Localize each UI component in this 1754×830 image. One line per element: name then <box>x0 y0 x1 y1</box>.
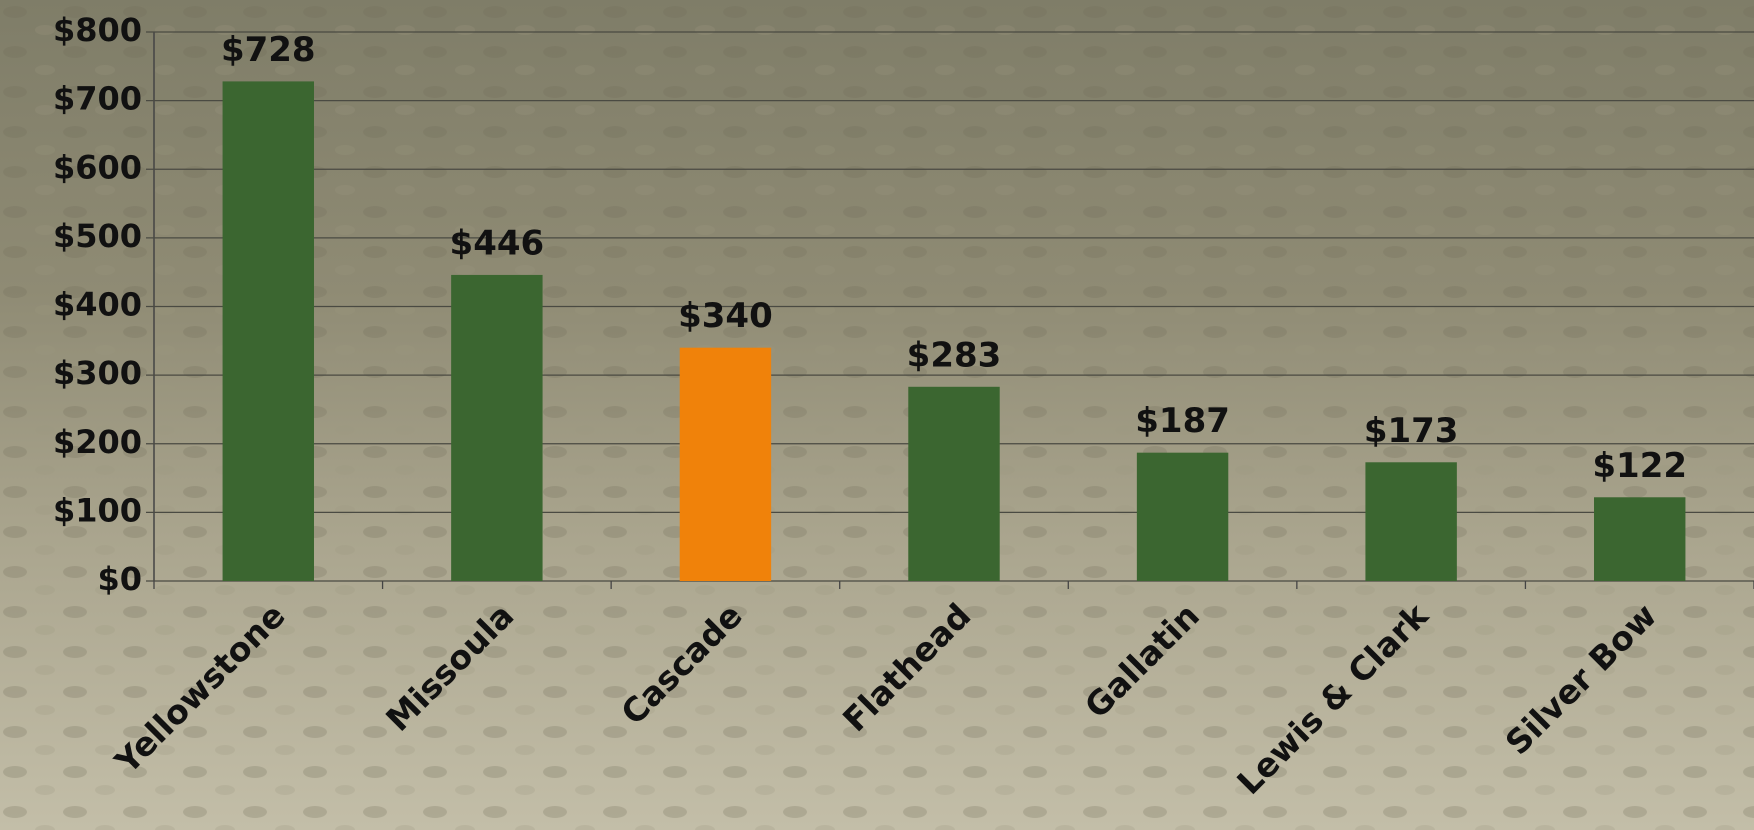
y-tick-label: $100 <box>53 491 142 529</box>
y-tick-label: $700 <box>53 80 142 118</box>
y-tick-label: $300 <box>53 354 142 392</box>
chart: $0$100$200$300$400$500$600$700$800$728Ye… <box>0 0 1754 830</box>
y-tick-label: $0 <box>97 560 142 598</box>
value-label: $122 <box>1592 446 1687 486</box>
y-tick-label: $500 <box>53 217 142 255</box>
page: $0$100$200$300$400$500$600$700$800$728Ye… <box>0 0 1754 830</box>
y-tick-label: $600 <box>53 148 142 186</box>
bar <box>680 348 771 581</box>
value-label: $446 <box>450 223 545 263</box>
value-label: $173 <box>1364 411 1459 451</box>
bar <box>451 275 542 581</box>
y-tick-label: $800 <box>53 11 142 49</box>
bar <box>1594 497 1685 581</box>
bar <box>1365 462 1456 581</box>
value-label: $340 <box>678 296 773 336</box>
y-tick-label: $400 <box>53 286 142 324</box>
bar <box>223 81 314 581</box>
bar <box>908 387 999 581</box>
value-label: $187 <box>1135 401 1230 441</box>
value-label: $728 <box>221 30 316 70</box>
y-tick-label: $200 <box>53 423 142 461</box>
value-label: $283 <box>907 335 1002 375</box>
bar <box>1137 453 1228 581</box>
